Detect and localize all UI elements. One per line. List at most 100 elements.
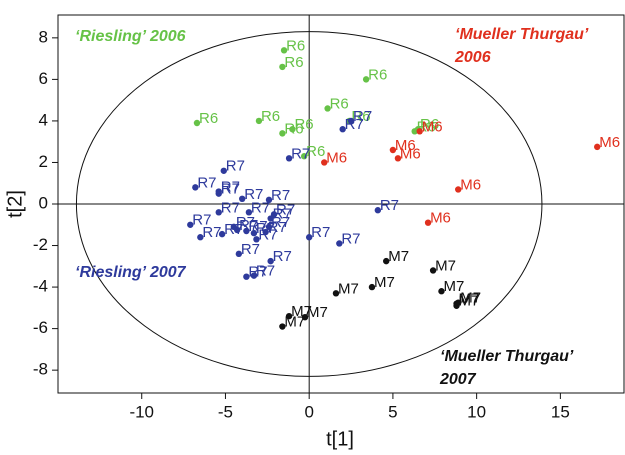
point [218,230,226,238]
point-label: M7 [460,290,481,307]
point-label: R6 [261,108,280,125]
x-tick-label: 15 [551,402,570,421]
group-annotation: 2007 [439,371,477,388]
point [235,250,243,258]
y-tick-label: 0 [39,193,48,212]
point [250,229,258,237]
point-label: R7 [273,206,292,223]
y-tick-label: 4 [39,110,48,129]
x-axis-label: t[1] [326,428,354,450]
point-label: M7 [459,293,480,310]
point-label: R6 [286,37,305,54]
point-label: R6 [284,54,303,71]
point [383,257,390,265]
point-label: R6 [368,66,387,83]
point [332,290,340,297]
group-annotation: ‘Riesling’ 2007 [75,264,187,281]
point-label: M6 [599,134,620,151]
point [279,323,286,330]
point [336,240,343,247]
x-tick-label: 0 [304,402,313,421]
point-label: M6 [422,118,443,135]
x-tick-label: -10 [129,402,154,421]
point-label: R6 [351,108,370,125]
point-label: M7 [338,280,359,297]
point [389,146,397,154]
point-label: M7 [435,257,456,274]
point-label: R7 [353,108,372,125]
point [324,105,331,112]
point-label: R7 [236,214,255,231]
point [394,155,402,162]
group-annotation: ‘Riesling’ 2006 [75,28,186,45]
point-label: R6 [294,116,313,133]
y-tick-label: 8 [39,27,48,46]
point [455,186,462,193]
x-tick-label: 10 [467,402,486,421]
point [220,167,227,174]
point [289,126,296,133]
point-label: M7 [388,248,409,265]
point-label: R6 [306,143,325,160]
confidence-ellipse [75,31,543,377]
point-label: R7 [345,116,364,133]
point-label: R7 [192,212,211,229]
y-tick-label: 2 [39,152,48,171]
point-label: R6 [420,116,439,133]
point [285,155,293,162]
y-tick-label: -4 [33,277,48,296]
y-tick-label: -6 [33,318,48,337]
point-label: R7 [273,248,292,265]
point-label: M7 [459,291,480,308]
point [215,190,222,197]
point-label: M7 [374,274,395,291]
point-label: R6 [330,95,349,112]
point [250,272,258,279]
y-tick-label: -8 [33,360,48,379]
point [243,273,250,280]
y-tick-label: 6 [39,69,48,88]
point [193,119,201,127]
point-label: R7 [380,197,399,214]
point [233,226,241,234]
point [305,234,313,241]
point [279,130,286,137]
point-label: R6 [199,110,218,127]
point [455,299,462,306]
point [265,196,273,204]
point [362,76,370,83]
point [301,313,309,321]
point [424,219,432,226]
point-label: M6 [326,149,347,166]
point [280,47,288,54]
point-label: R7 [244,186,263,203]
point-label: R7 [221,179,240,196]
point [192,184,199,191]
point-label: R7 [221,199,240,216]
point [255,117,263,125]
x-tick-label: 5 [388,402,397,421]
point [438,288,445,295]
point-label: R7 [226,158,245,175]
point-label: R7 [202,224,221,241]
point [239,195,246,203]
point [429,267,437,274]
point-label: R7 [311,224,330,241]
point [374,207,382,214]
point [300,153,308,160]
point-label: R7 [268,219,287,236]
point-label: M7 [443,278,464,295]
point-label: M6 [400,145,421,162]
point-label: R7 [251,199,270,216]
point [197,234,204,241]
point-label: M6 [430,210,451,227]
group-annotation: 2006 [454,49,491,66]
y-axis-label: t[2] [4,190,26,218]
point-label: M7 [307,304,328,321]
point-label: R7 [221,181,240,198]
point [339,126,346,133]
point [215,209,222,216]
point [285,312,293,320]
point [270,211,278,218]
point-label: R7 [341,230,360,247]
